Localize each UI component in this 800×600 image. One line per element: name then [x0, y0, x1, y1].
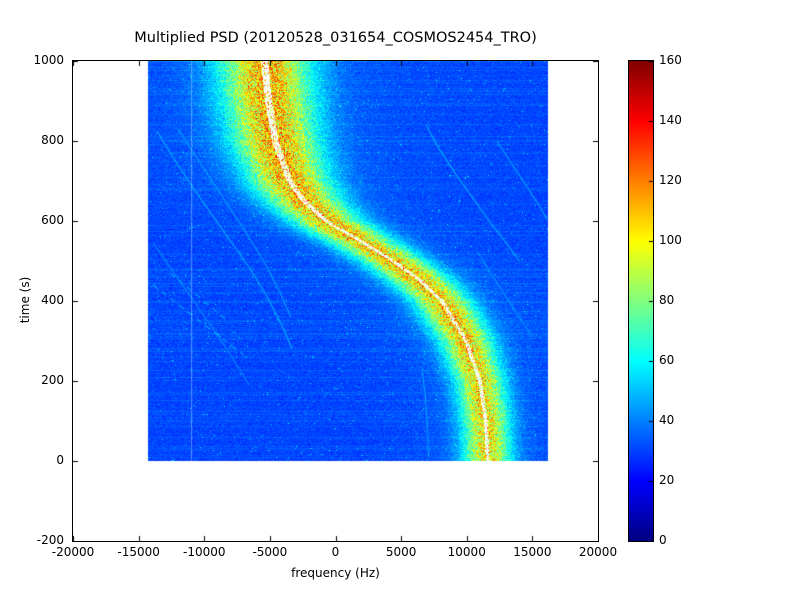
colorbar-tick-label: 160: [659, 53, 682, 67]
y-tick-label: 200: [0, 373, 64, 387]
colorbar-tick-label: 80: [659, 293, 674, 307]
x-axis-label: frequency (Hz): [72, 566, 599, 580]
y-axis-tick-labels: -200 0 200 400 600 800 1000: [0, 61, 66, 541]
x-tick-label: -10000: [183, 545, 226, 559]
colorbar-tick-label: 100: [659, 233, 682, 247]
colorbar: [628, 60, 654, 542]
y-tick-label: -200: [0, 533, 64, 547]
x-tick-label: 0: [332, 545, 340, 559]
x-tick-label: -5000: [252, 545, 287, 559]
x-axis-tick-labels: -20000 -15000 -10000 -5000 0 5000 10000 15000 20…: [73, 545, 598, 561]
y-axis-label: time (s): [18, 277, 32, 324]
y-tick-label: 600: [0, 213, 64, 227]
colorbar-canvas: [629, 61, 653, 541]
chart-title: Multiplied PSD (20120528_031654_COSMOS24…: [72, 30, 599, 46]
colorbar-tick-label: 60: [659, 353, 674, 367]
colorbar-tick-label: 120: [659, 173, 682, 187]
colorbar-tick-labels: 0 20 40 60 80 100 120 140 160: [659, 61, 699, 541]
y-tick-label: 400: [0, 293, 64, 307]
colorbar-tick-label: 20: [659, 473, 674, 487]
x-tick-label: -20000: [52, 545, 95, 559]
colorbar-tick-label: 40: [659, 413, 674, 427]
x-tick-label: 5000: [386, 545, 417, 559]
x-tick-label: 20000: [579, 545, 617, 559]
spectrogram-canvas: [73, 61, 598, 541]
x-tick-label: 10000: [448, 545, 486, 559]
colorbar-tick-label: 0: [659, 533, 667, 547]
y-tick-label: 0: [0, 453, 64, 467]
colorbar-tick-label: 140: [659, 113, 682, 127]
x-tick-label: 15000: [513, 545, 551, 559]
plot-area: [72, 60, 599, 542]
figure: Multiplied PSD (20120528_031654_COSMOS24…: [0, 0, 800, 600]
y-tick-label: 1000: [0, 53, 64, 67]
x-tick-label: -15000: [117, 545, 160, 559]
y-tick-label: 800: [0, 133, 64, 147]
